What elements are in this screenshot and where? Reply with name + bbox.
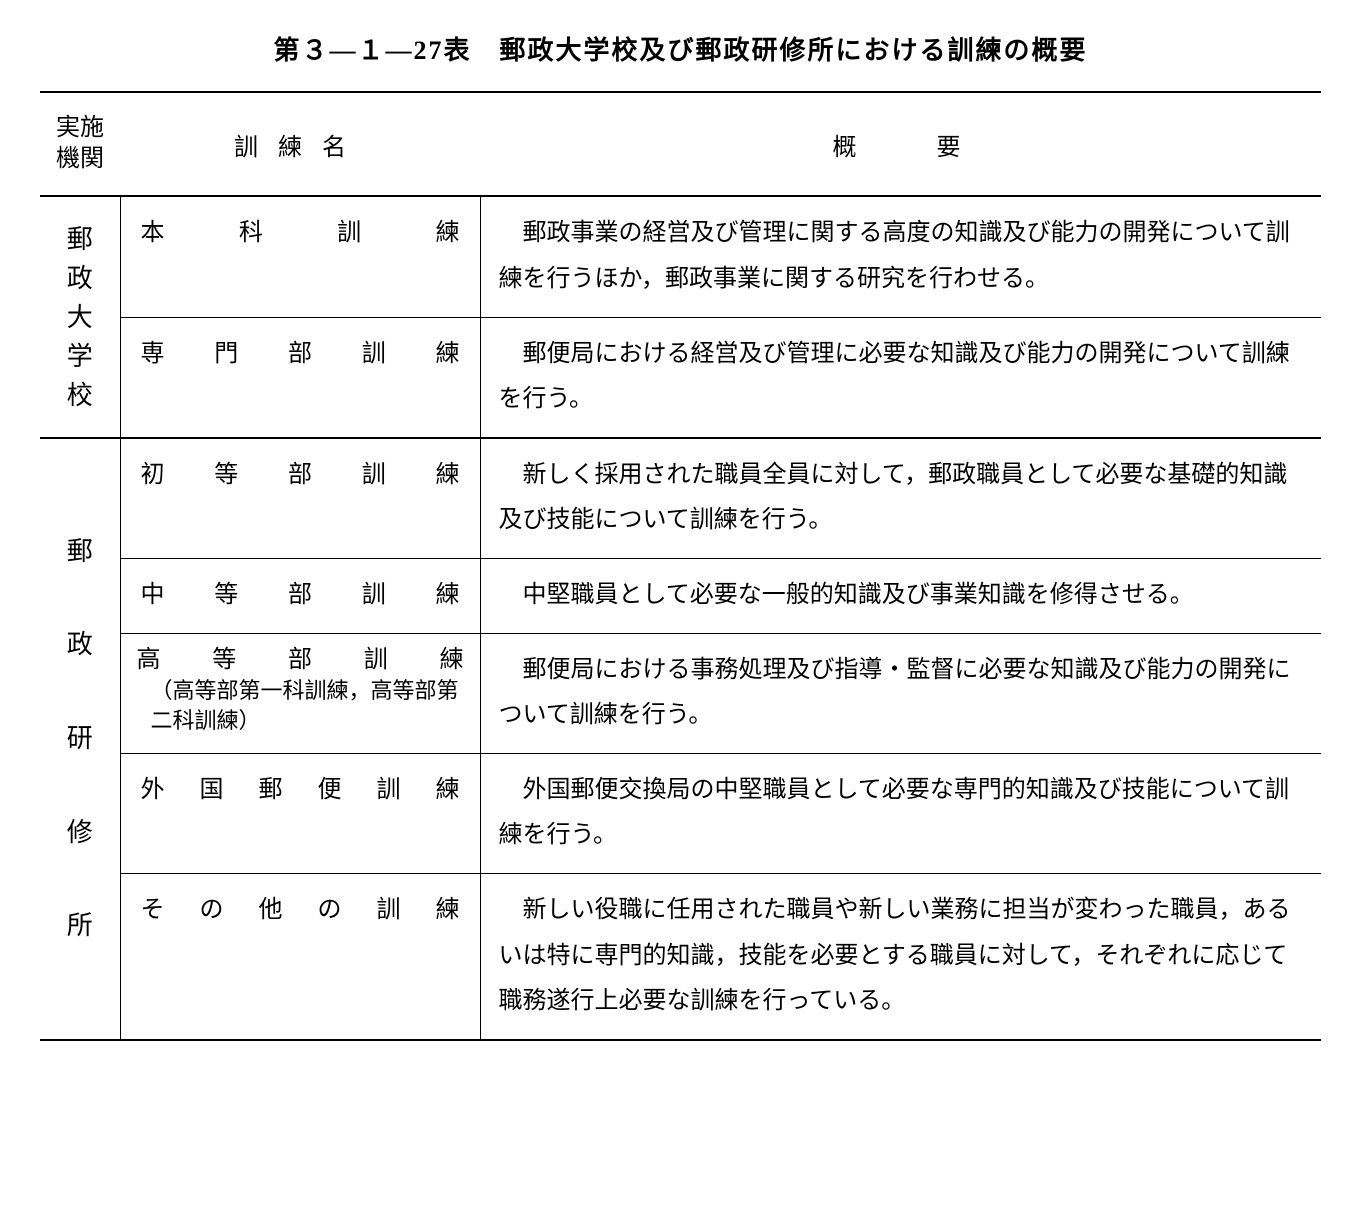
table-title: 第３―１―27表 郵政大学校及び郵政研修所における訓練の概要 [40,30,1321,67]
institution-cell: 郵政研修所 [40,438,120,1040]
training-name-cell: 高等部訓練（高等部第一科訓練，高等部第二科訓練） [120,633,480,753]
summary-cell: 新しく採用された職員全員に対して，郵政職員として必要な基礎的知識及び技能について… [480,438,1321,559]
header-row: 実施 機関 訓練名 概要 [40,92,1321,196]
table-row: 郵政研修所初等部訓練新しく採用された職員全員に対して，郵政職員として必要な基礎的… [40,438,1321,559]
header-summary: 概要 [480,92,1321,196]
training-table: 実施 機関 訓練名 概要 郵政大学校本科訓練郵政事業の経営及び管理に関する高度の… [40,91,1321,1041]
institution-label: 郵政研修所 [46,505,114,973]
summary-cell: 郵便局における経営及び管理に必要な知識及び能力の開発について訓練を行う。 [480,317,1321,438]
table-header: 実施 機関 訓練名 概要 [40,92,1321,196]
summary-cell: 外国郵便交換局の中堅職員として必要な専門的知識及び技能について訓練を行う。 [480,753,1321,873]
training-name-cell: 外国郵便訓練 [120,753,480,873]
table-row: 高等部訓練（高等部第一科訓練，高等部第二科訓練）郵便局における事務処理及び指導・… [40,633,1321,753]
summary-cell: 中堅職員として必要な一般的知識及び事業知識を修得させる。 [480,558,1321,633]
header-training-name: 訓練名 [120,92,480,196]
training-name-cell: その他の訓練 [120,873,480,1039]
training-name-cell: 専門部訓練 [120,317,480,438]
table-body: 郵政大学校本科訓練郵政事業の経営及び管理に関する高度の知識及び能力の開発について… [40,196,1321,1039]
table-row: 郵政大学校本科訓練郵政事業の経営及び管理に関する高度の知識及び能力の開発について… [40,196,1321,317]
summary-cell: 郵便局における事務処理及び指導・監督に必要な知識及び能力の開発について訓練を行う… [480,633,1321,753]
training-name-cell: 本科訓練 [120,196,480,317]
summary-cell: 郵政事業の経営及び管理に関する高度の知識及び能力の開発について訓練を行うほか，郵… [480,196,1321,317]
training-name-cell: 中等部訓練 [120,558,480,633]
summary-cell: 新しい役職に任用された職員や新しい業務に担当が変わった職員，あるいは特に専門的知… [480,873,1321,1039]
table-row: 外国郵便訓練外国郵便交換局の中堅職員として必要な専門的知識及び技能について訓練を… [40,753,1321,873]
table-row: その他の訓練新しい役職に任用された職員や新しい業務に担当が変わった職員，あるいは… [40,873,1321,1039]
training-name-main: 高等部訓練 [137,644,464,676]
table-row: 中等部訓練中堅職員として必要な一般的知識及び事業知識を修得させる。 [40,558,1321,633]
institution-cell: 郵政大学校 [40,196,120,437]
training-name-sub: （高等部第一科訓練，高等部第二科訓練） [137,676,464,735]
table-row: 専門部訓練郵便局における経営及び管理に必要な知識及び能力の開発について訓練を行う… [40,317,1321,438]
training-name-cell: 初等部訓練 [120,438,480,559]
header-institution: 実施 機関 [40,92,120,196]
institution-label: 郵政大学校 [46,220,114,415]
